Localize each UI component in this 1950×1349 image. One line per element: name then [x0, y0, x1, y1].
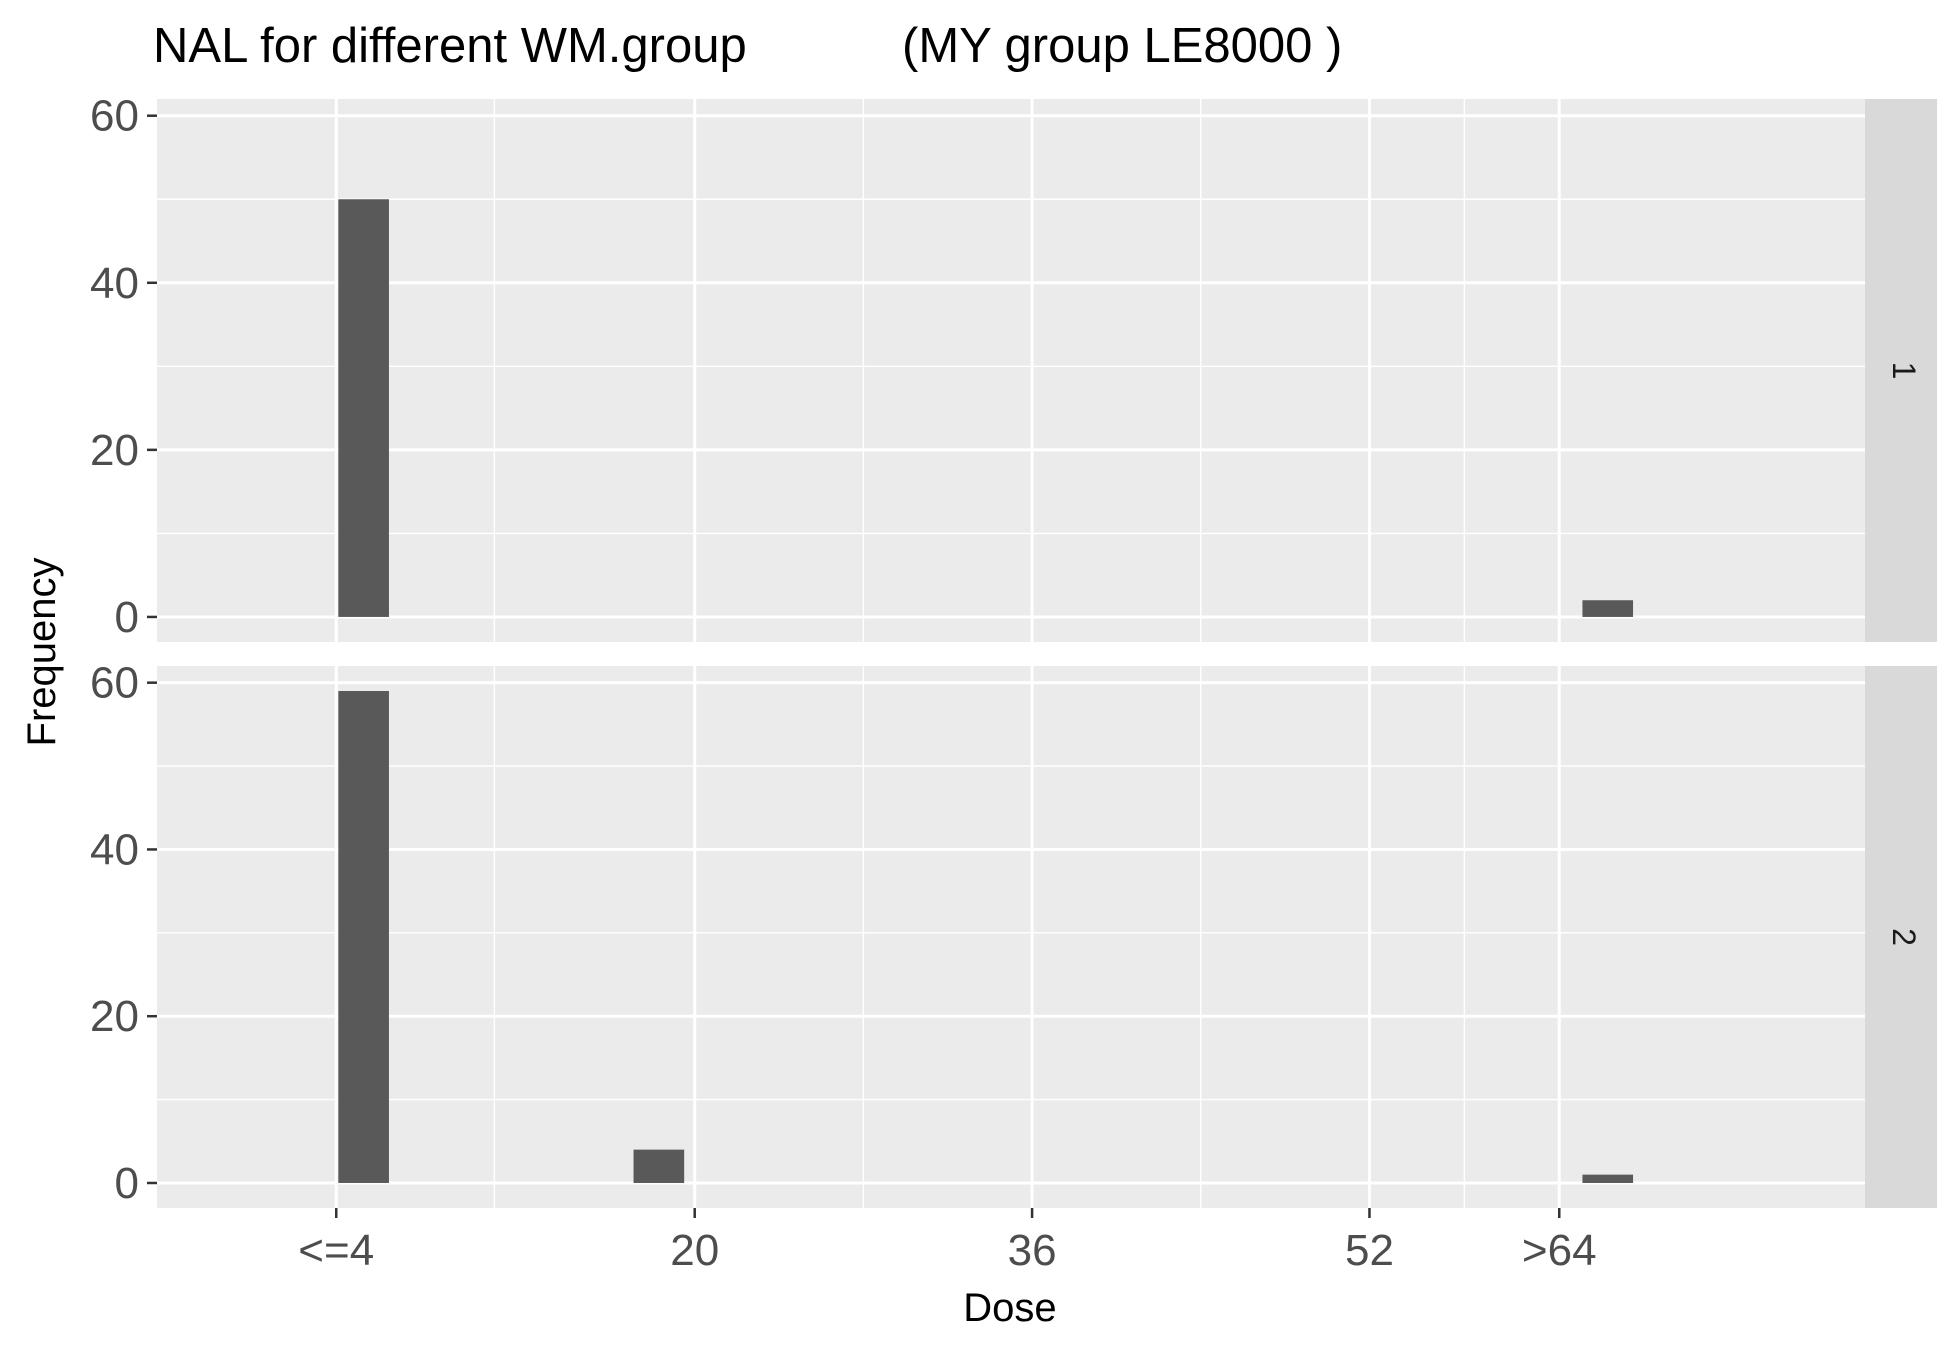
- panel-background: [157, 99, 1865, 642]
- panel-2: 0 20 40 60 2: [90, 659, 1937, 1208]
- x-tick-label: 36: [1008, 1226, 1057, 1275]
- panel-1: 0 20 40 60 1: [90, 92, 1937, 642]
- chart-subtitle: (MY group LE8000 ): [902, 19, 1342, 73]
- x-tick-label: <=4: [298, 1226, 374, 1275]
- x-axis: <=4 20 36 52 >64: [298, 1208, 1596, 1275]
- facet-panels: 0 20 40 60 1 0 20 40 60 2: [90, 92, 1937, 1208]
- bar: [1582, 1175, 1633, 1183]
- y-tick-label: 40: [90, 825, 139, 874]
- y-tick-label: 20: [90, 426, 139, 475]
- y-tick-label: 40: [90, 259, 139, 308]
- chart-title: NAL for different WM.group: [153, 19, 747, 73]
- bar: [634, 1150, 685, 1183]
- facet-strip-label: 1: [1886, 362, 1922, 380]
- y-tick-label: 0: [115, 1159, 139, 1208]
- bar: [1582, 600, 1633, 617]
- facet-strip-label: 2: [1886, 928, 1922, 946]
- x-tick-label: >64: [1522, 1226, 1597, 1275]
- bar: [338, 691, 389, 1183]
- y-tick-label: 60: [90, 92, 139, 141]
- y-tick-label: 0: [115, 593, 139, 642]
- bar: [338, 199, 389, 617]
- x-tick-label: 52: [1345, 1226, 1394, 1275]
- panel-background: [157, 666, 1865, 1208]
- x-axis-title: Dose: [963, 1286, 1056, 1330]
- y-tick-label: 20: [90, 992, 139, 1041]
- x-tick-label: 20: [670, 1226, 719, 1275]
- y-tick-label: 60: [90, 659, 139, 708]
- y-axis-title: Frequency: [20, 558, 64, 747]
